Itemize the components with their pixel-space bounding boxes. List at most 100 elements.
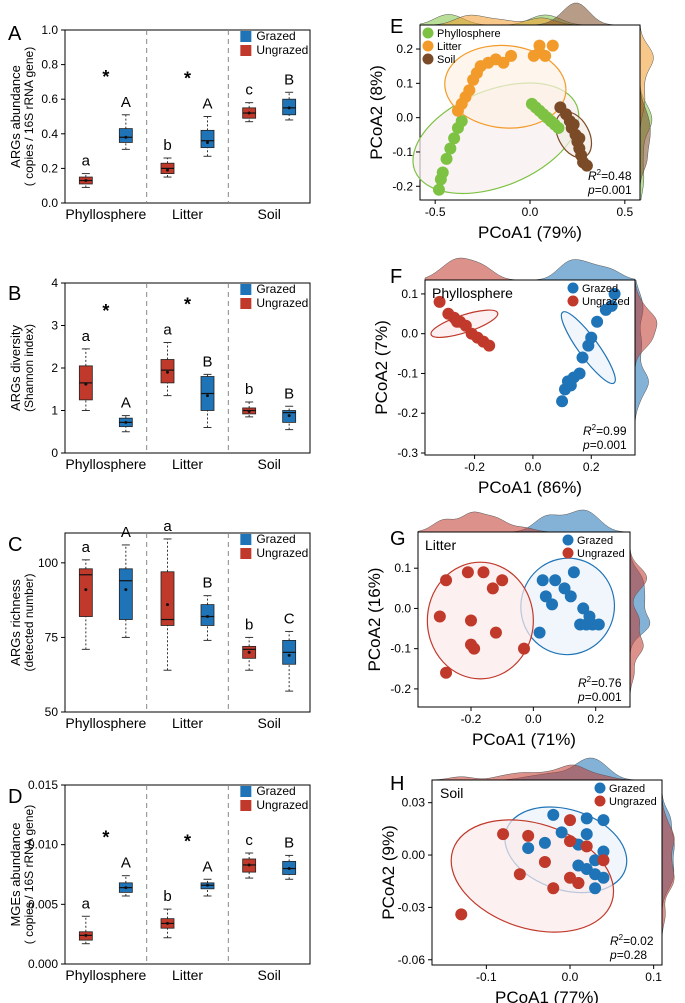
p-symbol: p: [582, 438, 590, 452]
data-point: [597, 814, 610, 827]
y-tick-label: -0.3: [397, 446, 418, 460]
data-point: [585, 331, 598, 344]
y-tick-label: 75: [45, 630, 59, 644]
legend-label: Grazed: [256, 784, 295, 798]
box-ungrazed: a: [78, 328, 93, 411]
box-mean: [166, 921, 169, 925]
significance-star: *: [184, 69, 191, 89]
data-point: [455, 908, 468, 921]
significance-star: *: [184, 295, 191, 315]
data-point: [440, 666, 453, 679]
box-mean: [124, 420, 128, 424]
r-symbol: R: [578, 676, 587, 690]
significance-star: *: [184, 831, 191, 851]
box-mean: [287, 653, 291, 657]
data-point: [436, 166, 449, 179]
y-tick-label: 0.4: [41, 127, 58, 141]
panel-letter: B: [8, 283, 21, 305]
box-grazed: B: [282, 71, 297, 121]
plot-frame: [64, 29, 311, 204]
box-mean: [124, 588, 128, 592]
y-tick-label: 3: [51, 319, 58, 333]
panel-letter: F: [390, 266, 402, 288]
significance-letter: b: [245, 381, 253, 398]
box-mean: [287, 867, 291, 871]
marginal-density-right: [629, 531, 647, 708]
legend-swatch: [240, 45, 252, 56]
y-tick-label: -0.1: [390, 642, 411, 656]
legend-swatch: [240, 786, 252, 797]
legend-label: Ungrazed: [256, 43, 308, 57]
y-tick-label: 0.2: [396, 42, 413, 56]
p-value: =0.28: [617, 948, 648, 962]
data-point: [564, 871, 576, 884]
box-grazed: B: [282, 385, 297, 431]
box-ungrazed: a: [160, 518, 175, 671]
x-tick-label: 0.2: [583, 460, 600, 474]
y-axis-label-units: ( copies / 16S rRNA gene): [22, 47, 36, 186]
box-mean: [166, 603, 169, 607]
y-tick-label: -0.03: [398, 900, 426, 914]
plot-frame: [64, 532, 311, 713]
data-point: [505, 49, 518, 62]
panel-letter: C: [8, 534, 22, 556]
r-symbol: R: [583, 424, 592, 438]
r-superscript: 2: [587, 675, 592, 684]
legend-label: Ungrazed: [256, 546, 308, 560]
panel-d: D 0.000 0.005 0.010 0.015 MGEs abundance( cop…: [8, 778, 311, 983]
r-squared-label: R2=0.99: [583, 423, 627, 438]
r-squared-value: =0.48: [601, 169, 632, 183]
data-point: [522, 842, 535, 855]
data-point: [567, 566, 580, 579]
data-point: [580, 828, 593, 841]
box-body: [200, 129, 215, 149]
y-axis-label-units: (detected number): [22, 573, 36, 671]
legend-label: Grazed: [609, 783, 645, 795]
data-point: [580, 812, 593, 825]
significance-letter: a: [82, 895, 91, 912]
y-axis-label-units: (Shannon index): [22, 324, 36, 412]
data-point: [564, 590, 577, 603]
group-label: Litter: [172, 456, 203, 472]
significance-letter: A: [121, 395, 131, 412]
data-point: [536, 574, 549, 587]
data-point: [486, 582, 499, 595]
box-mean: [287, 414, 291, 418]
group-label: Phyllosphere: [65, 456, 146, 472]
y-tick-label: 1.0: [41, 23, 58, 37]
significance-letter: C: [284, 610, 295, 627]
box-mean: [166, 370, 169, 374]
r-squared-label: R2=0.02: [610, 933, 654, 948]
legend-marker: [422, 27, 434, 39]
group-label: Phyllosphere: [65, 967, 146, 983]
p-symbol: p: [587, 183, 595, 197]
panel-letter: G: [390, 528, 406, 550]
legend-swatch: [240, 31, 252, 42]
panel-c: C 50 75 100 ARGs richness (detected number) Ph…: [8, 518, 311, 731]
significance-letter: B: [202, 353, 212, 370]
data-point: [589, 882, 602, 895]
box-mean: [166, 168, 169, 172]
panel-b: B 0 1 2 3 4 ARGs diversity (Shannon index) Phyll…: [8, 276, 311, 472]
box-ungrazed: a: [160, 322, 175, 397]
panel-title: Soil: [440, 785, 463, 801]
data-point: [497, 828, 510, 841]
data-point: [576, 351, 589, 364]
x-tick-label: 0.0: [562, 970, 579, 984]
data-point: [549, 574, 562, 587]
group-label: Phyllosphere: [65, 715, 146, 731]
y-tick-label: 0.0: [41, 196, 58, 210]
box-grazed: A: [118, 524, 133, 638]
significance-letter: a: [163, 518, 172, 535]
data-point: [477, 566, 490, 579]
box-mean: [84, 179, 88, 183]
y-tick-label: -0.2: [392, 179, 413, 193]
box-body: [118, 128, 133, 143]
box-mean: [206, 394, 209, 398]
x-tick-label: 0.5: [616, 205, 633, 219]
legend-marker: [594, 795, 606, 807]
data-point: [605, 299, 618, 312]
x-tick-label: 0.1: [645, 970, 662, 984]
r-superscript: 2: [597, 168, 602, 177]
box-grazed: A: [118, 855, 133, 897]
